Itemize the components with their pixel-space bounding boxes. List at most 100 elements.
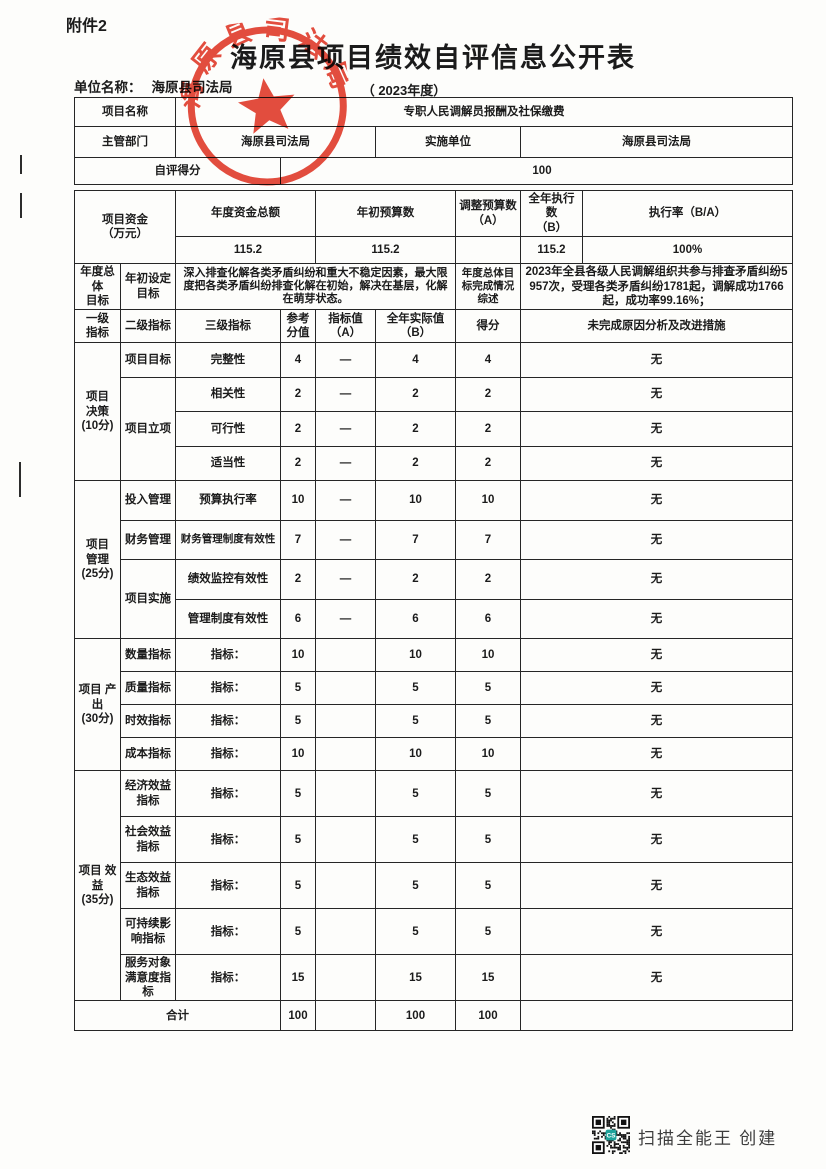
annual-goal-text: 深入排查化解各类矛盾纠纷和重大不稳定因素，最大限度把各类矛盾纠纷排查化解在初始，…: [175, 263, 456, 311]
annual-goal-row: 年度总体 目标 年初设定 目标 深入排查化解各类矛盾纠纷和重大不稳定因素，最大限度把…: [74, 263, 793, 311]
score-cell: 5: [455, 770, 521, 818]
a-cell: —: [315, 559, 376, 600]
reason-cell: 无: [520, 376, 793, 413]
project-name-value: 专职人民调解员报酬及社保缴费: [175, 97, 793, 127]
l2-cell: 生态效益指标: [120, 862, 176, 910]
attachment-label: 附件2: [66, 18, 107, 35]
project-name-label: 项目名称: [74, 97, 176, 127]
a-cell: [315, 908, 376, 956]
b-cell: 2: [375, 445, 456, 482]
l2-cell: 可持续影响指标: [120, 908, 176, 956]
score-cell: 5: [455, 671, 521, 706]
scan-artifact: [20, 193, 22, 218]
a-cell: —: [315, 598, 376, 640]
b-cell: 2: [375, 411, 456, 447]
goal-completion-text: 2023年全县各级人民调解组织共参与排查矛盾纠纷5957次，受理各类矛盾纠纷17…: [520, 263, 793, 311]
l3-cell: 指标：: [175, 908, 281, 956]
reason-cell: 无: [520, 445, 793, 482]
total-reason: [520, 1000, 793, 1032]
a-cell: [315, 671, 376, 706]
reason-cell: 无: [520, 342, 793, 378]
reason-cell: 无: [520, 519, 793, 561]
l3-cell: 适当性: [175, 445, 281, 482]
ref-cell: 6: [280, 598, 316, 640]
l2-cell: 成本指标: [120, 737, 176, 772]
scan-artifact: [20, 155, 22, 174]
dept-label: 主管部门: [74, 126, 176, 158]
indicator-row: 成本指标 指标： 10 10 10 无: [75, 737, 793, 772]
svg-text:CS: CS: [606, 1133, 616, 1140]
l3-cell: 指标：: [175, 737, 281, 772]
indicator-row: 项目 管理 (25分) 投入管理 预算执行率 10 — 10 10 无: [74, 480, 793, 640]
l3-cell: 可行性: [175, 411, 281, 447]
b-cell: 5: [375, 704, 456, 739]
indicator-row: 项目 产出 (30分) 数量指标 指标： 10 10 10 无: [74, 638, 793, 772]
b-cell: 10: [375, 737, 456, 772]
score-cell: 5: [455, 862, 521, 910]
score-cell: 5: [455, 704, 521, 739]
a-cell: [315, 737, 376, 772]
ref-cell: 2: [280, 559, 316, 600]
b-cell: 5: [375, 671, 456, 706]
l3-cell: 指标：: [175, 862, 281, 910]
funds-header-row: 项目资金 （万元） 年度资金总额 年初预算数 调整预算数 （A） 全年执行数 （B） …: [74, 189, 793, 265]
indicator-row: 财务管理 财务管理制度有效性 7 — 7 7 无: [75, 519, 793, 561]
score-cell: 10: [455, 638, 521, 673]
header-level2: 二级指标: [120, 309, 176, 344]
reason-cell: 无: [520, 770, 793, 818]
a-cell: —: [315, 480, 376, 521]
score-cell: 7: [455, 519, 521, 561]
project-info-table: 项目名称 专职人民调解员报酬及社保缴费 主管部门 海原县司法局 实施单位 海原县…: [74, 97, 793, 185]
ref-cell: 10: [280, 480, 316, 521]
l2-cell: 项目目标: [120, 342, 176, 378]
indicator-row: 社会效益指标 指标： 5 5 5 无: [75, 816, 793, 864]
funds-col-rate: 执行率（B/A）: [582, 189, 793, 238]
l3-cell: 相关性: [175, 376, 281, 413]
l3-cell: 指标：: [175, 954, 281, 1002]
b-cell: 15: [375, 954, 456, 1002]
indicator-row: 项目实施 绩效监控有效性 2 — 2 2 无: [75, 559, 793, 640]
total-a: [315, 1000, 376, 1032]
score-cell: 2: [455, 411, 521, 447]
unit-name-label: 单位名称：: [74, 80, 142, 95]
header-score: 得分: [455, 309, 521, 344]
indicator-row: 质量指标 指标： 5 5 5 无: [75, 671, 793, 706]
a-cell: [315, 770, 376, 818]
b-cell: 10: [375, 638, 456, 673]
a-cell: [315, 862, 376, 910]
ref-cell: 5: [280, 671, 316, 706]
funds-executed-value: 115.2: [520, 236, 583, 265]
total-row: 合计 100 100 100: [74, 1000, 793, 1032]
a-cell: [315, 704, 376, 739]
table-row: 主管部门 海原县司法局 实施单位 海原县司法局: [74, 126, 793, 158]
a-cell: —: [315, 342, 376, 378]
qr-code: CS: [592, 1116, 630, 1154]
header-reason: 未完成原因分析及改进措施: [520, 309, 793, 344]
b-cell: 5: [375, 862, 456, 910]
ref-cell: 5: [280, 770, 316, 818]
ref-cell: 2: [280, 411, 316, 447]
indicator-row: 时效指标 指标： 5 5 5 无: [75, 704, 793, 739]
l3-cell: 管理制度有效性: [175, 598, 281, 640]
total-score: 100: [455, 1000, 521, 1032]
funds-col-total: 年度资金总额: [175, 189, 316, 238]
dept-value: 海原县司法局: [175, 126, 376, 158]
b-cell: 5: [375, 908, 456, 956]
l3-cell: 财务管理制度有效性: [175, 519, 281, 561]
section-label: 项目 效益 (35分): [74, 770, 121, 1002]
total-b: 100: [375, 1000, 456, 1032]
self-score-label: 自评得分: [74, 157, 281, 185]
score-cell: 2: [455, 445, 521, 482]
score-cell: 10: [455, 737, 521, 772]
indicator-row: 项目立项 相关性 2 — 2 2 无: [75, 376, 793, 482]
reason-cell: 无: [520, 598, 793, 640]
table-row: 项目名称 专职人民调解员报酬及社保缴费: [74, 97, 793, 127]
table-row: 自评得分 100: [74, 157, 793, 185]
section-label: 项目 决策 (10分): [74, 342, 121, 482]
b-cell: 2: [375, 376, 456, 413]
indicator-row: 项目 决策 (10分) 项目目标 完整性 4 — 4 4 无: [74, 342, 793, 482]
l2-cell: 项目实施: [120, 559, 176, 640]
l3-cell: 指标：: [175, 671, 281, 706]
funds-col-executed: 全年执行数 （B）: [520, 189, 583, 238]
